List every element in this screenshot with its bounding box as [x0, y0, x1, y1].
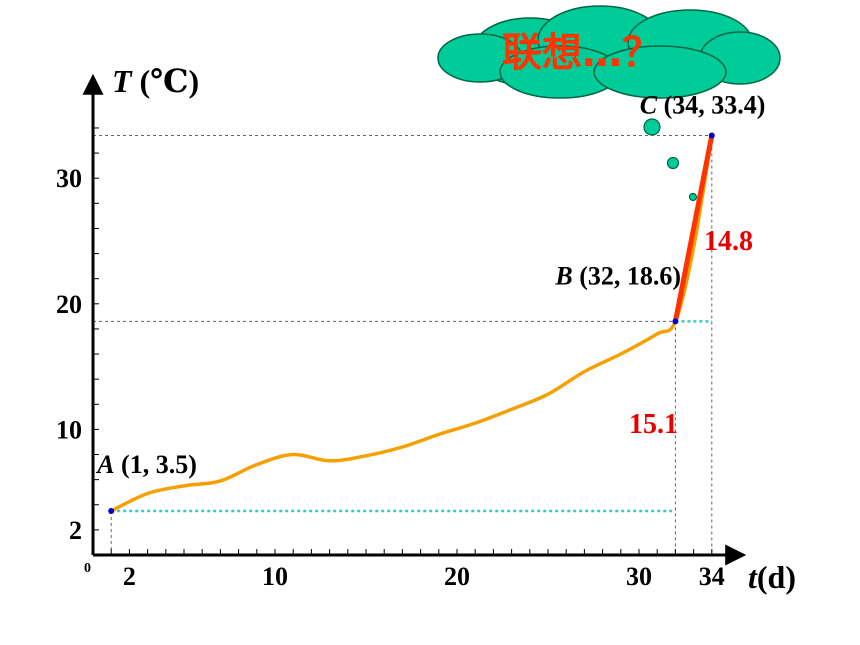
diff-bc-label: 14.8	[704, 226, 753, 257]
point-label-a: A (1, 3.5)	[95, 450, 197, 479]
diff-ab-label: 15.1	[629, 409, 678, 440]
secant-line-bc	[672, 132, 715, 324]
x-tick-labels: 2 10 20 30 34	[123, 562, 725, 591]
y-tick-label: 30	[56, 164, 82, 193]
x-axis-label: t(d)	[748, 559, 796, 595]
x-tick-label: 2	[123, 562, 136, 591]
y-tick-label: 2	[69, 516, 82, 545]
point-a	[108, 508, 115, 515]
cloud-bubble-large	[643, 118, 661, 136]
origin-label: 0	[84, 561, 91, 576]
x-tick-label: 10	[262, 562, 288, 591]
x-tick-label: 20	[444, 562, 470, 591]
data-points: A (1, 3.5) B (32, 18.6) C (34, 33.4)	[95, 90, 766, 515]
y-tick-labels: 2 10 20 30	[56, 164, 82, 545]
y-tick-label: 10	[56, 415, 82, 444]
cloud-text: 联想…？	[502, 30, 662, 76]
point-label-b: B (32, 18.6)	[554, 261, 681, 290]
x-tick-label: 30	[626, 562, 652, 591]
y-axis-label: T (℃)	[112, 63, 199, 99]
thought-cloud: 联想…？	[437, 5, 781, 202]
y-tick-label: 20	[56, 290, 82, 319]
cloud-bubble-small	[688, 192, 698, 202]
temperature-curve	[109, 133, 714, 513]
guide-lines	[93, 134, 713, 555]
x-tick-label: 34	[699, 562, 725, 591]
point-label-c: C (34, 33.4)	[640, 90, 766, 119]
cloud-shape	[437, 5, 781, 99]
point-b	[672, 318, 679, 325]
cloud-bubble-medium	[666, 156, 680, 170]
x-minor-ticks	[110, 549, 713, 555]
point-c	[708, 132, 715, 139]
y-minor-ticks	[93, 127, 99, 531]
